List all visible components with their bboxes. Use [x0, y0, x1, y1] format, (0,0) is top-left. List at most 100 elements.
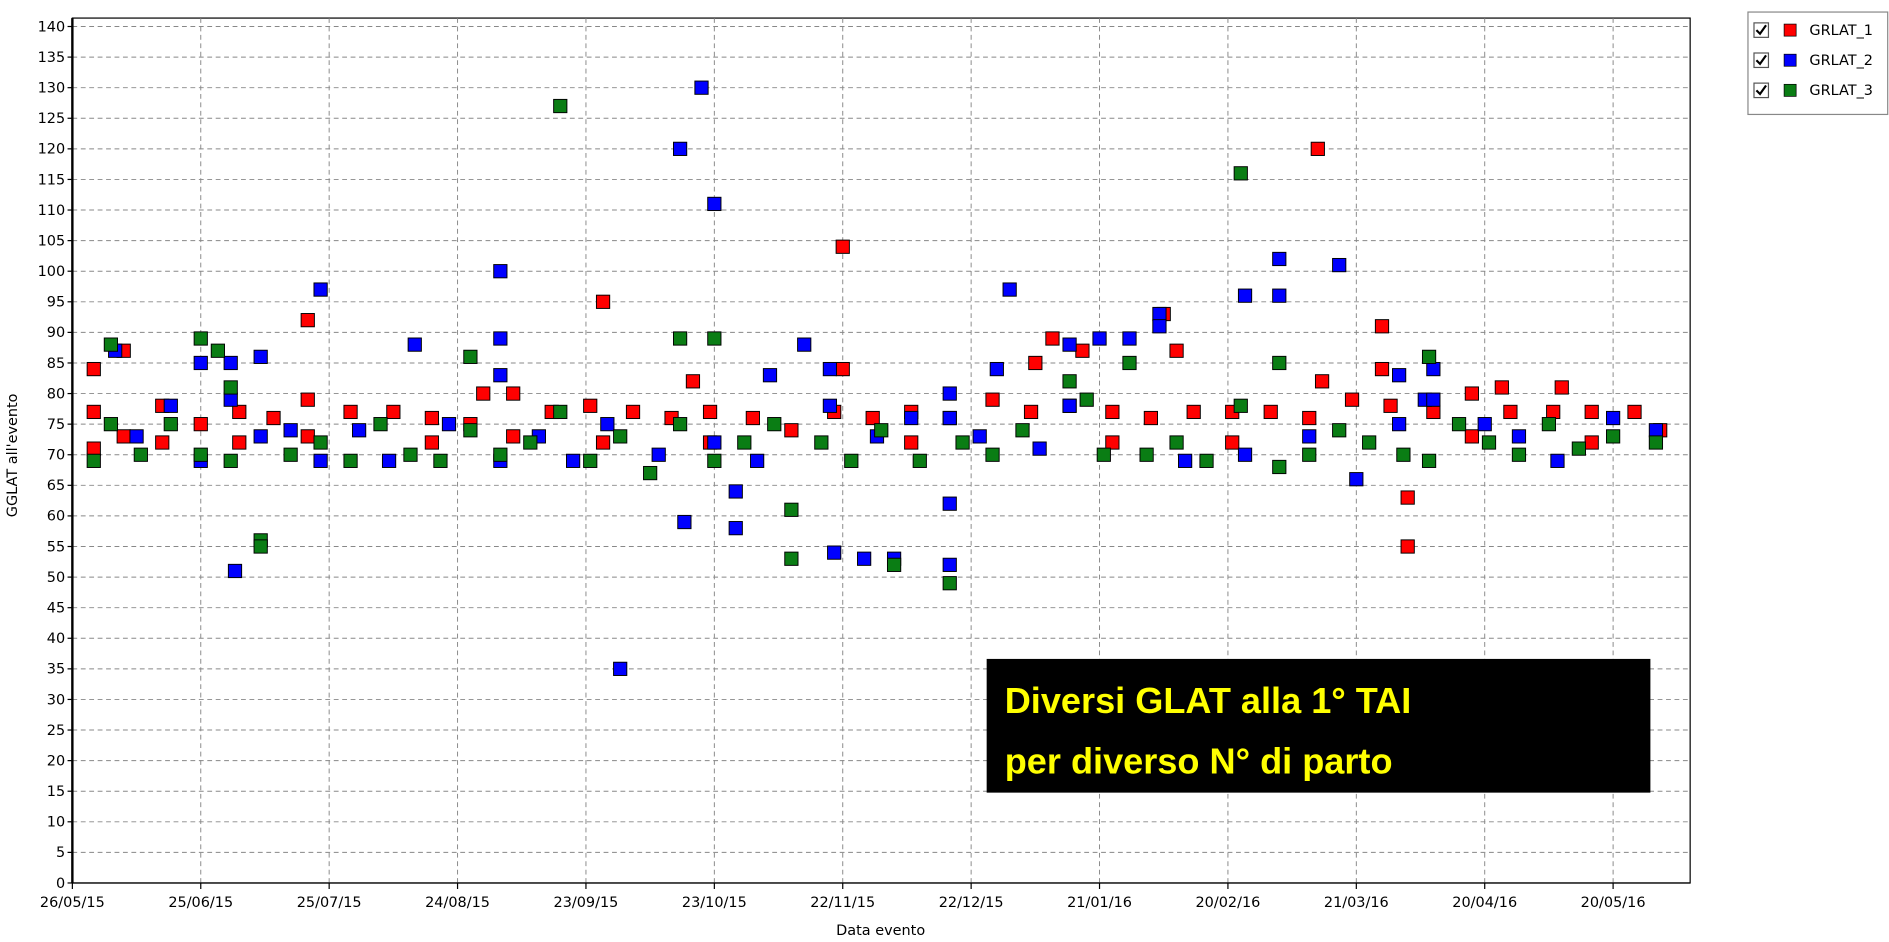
point	[86, 453, 101, 468]
y-tick-label: 60	[47, 509, 65, 525]
point	[266, 410, 281, 426]
legend-label: GRLAT_3	[1809, 83, 1873, 99]
point	[1122, 331, 1137, 346]
point	[373, 417, 388, 432]
point	[1169, 343, 1184, 358]
point	[702, 404, 718, 420]
point	[441, 417, 457, 432]
point	[493, 331, 508, 346]
point	[651, 447, 666, 462]
point	[672, 141, 688, 156]
point	[1383, 398, 1398, 413]
point	[86, 441, 101, 456]
point	[1550, 453, 1565, 468]
legend-checkbox[interactable]	[1753, 52, 1770, 69]
x-tick-label: 24/08/15	[425, 895, 490, 911]
annotation-text: per diverso N° di parto	[1005, 740, 1393, 781]
point	[1105, 435, 1120, 450]
point	[1503, 404, 1518, 420]
point	[707, 435, 722, 450]
point	[283, 447, 298, 462]
point	[814, 435, 829, 450]
legend-checkbox[interactable]	[1753, 22, 1770, 38]
point	[223, 453, 238, 468]
point	[1272, 288, 1287, 303]
legend-check	[1755, 24, 1767, 36]
point	[886, 557, 902, 572]
point	[784, 551, 799, 566]
point	[1079, 392, 1094, 407]
point	[386, 404, 401, 420]
y-tick-label: 50	[47, 570, 65, 586]
y-tick-label: 95	[47, 295, 65, 311]
point	[300, 429, 315, 444]
point	[1139, 447, 1154, 462]
point	[1062, 398, 1077, 413]
point	[1494, 380, 1509, 395]
point	[1002, 282, 1017, 297]
point	[904, 410, 919, 426]
point	[685, 374, 701, 389]
point	[253, 539, 268, 554]
point	[424, 410, 439, 426]
point	[232, 404, 247, 420]
point	[972, 429, 987, 444]
point	[1178, 453, 1193, 468]
point	[985, 447, 1000, 462]
point	[767, 417, 782, 432]
point	[1426, 361, 1441, 377]
y-tick-label: 0	[56, 876, 65, 892]
point	[1105, 404, 1120, 420]
point	[1199, 453, 1214, 468]
point	[86, 361, 101, 377]
x-tick-label: 26/05/15	[40, 895, 105, 911]
y-tick-label: 120	[38, 142, 66, 158]
x-tick-label: 25/07/15	[297, 895, 362, 911]
point	[1464, 429, 1479, 444]
point	[424, 435, 439, 450]
y-tick-label: 25	[47, 723, 65, 739]
point	[583, 398, 598, 413]
point	[1349, 472, 1364, 487]
legend-swatch	[1783, 53, 1797, 67]
legend-check	[1755, 54, 1767, 66]
point	[707, 453, 722, 468]
point	[835, 239, 850, 254]
point	[1143, 410, 1158, 426]
point	[835, 361, 850, 377]
point	[223, 392, 238, 407]
point	[1302, 410, 1317, 426]
point	[300, 313, 315, 328]
y-tick-label: 110	[38, 203, 66, 219]
point	[1233, 398, 1248, 413]
x-tick-label: 23/10/15	[682, 895, 747, 911]
point	[1062, 374, 1077, 389]
point	[227, 563, 243, 579]
point	[643, 465, 658, 481]
y-tick-label: 140	[38, 19, 66, 35]
legend: GRLAT_1 GRLAT_2 GRLAT_3	[1747, 11, 1889, 116]
point	[300, 392, 315, 407]
point	[493, 368, 508, 383]
point	[403, 447, 418, 462]
y-tick-label: 15	[47, 784, 65, 800]
point	[985, 392, 1000, 407]
y-tick-label: 70	[47, 448, 65, 464]
legend-checkbox[interactable]	[1753, 82, 1770, 99]
y-tick-label: 65	[47, 478, 65, 494]
series	[86, 98, 1664, 591]
point	[613, 429, 628, 444]
point	[822, 398, 838, 413]
y-tick-label: 10	[47, 815, 65, 831]
x-axis-label: Data evento	[836, 923, 925, 939]
point	[253, 349, 268, 364]
point	[1421, 453, 1437, 468]
point	[1310, 141, 1325, 156]
point	[193, 447, 208, 462]
point	[313, 453, 328, 468]
point	[163, 398, 178, 413]
point	[874, 423, 889, 438]
x-tick-label: 23/09/15	[554, 895, 619, 911]
y-tick-label: 135	[38, 50, 66, 66]
point	[1344, 392, 1360, 407]
